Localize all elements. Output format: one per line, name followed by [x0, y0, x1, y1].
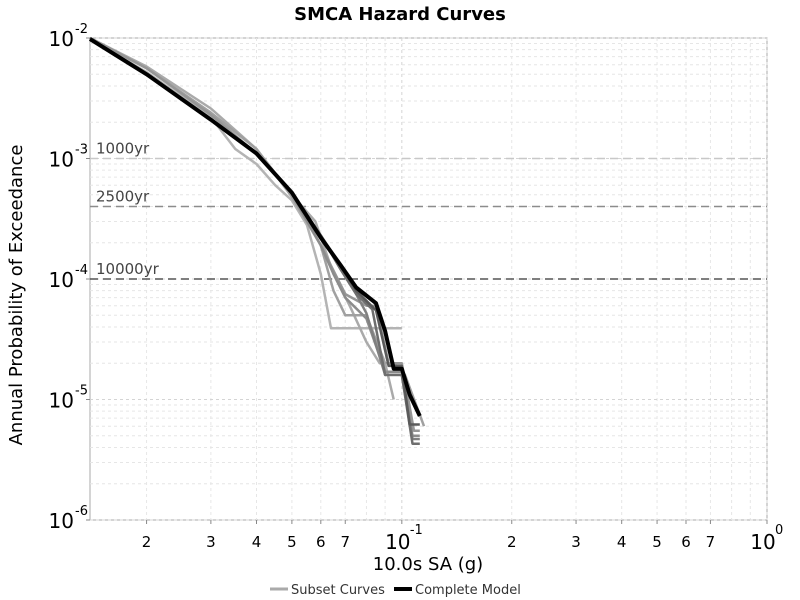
y-tick-label: 10: [49, 509, 74, 533]
y-tick-exponent: -2: [75, 22, 88, 37]
x-tick-label: 6: [316, 533, 326, 551]
y-axis-label: Annual Probability of Exceedance: [6, 145, 27, 446]
x-tick-exponent: -1: [410, 523, 423, 538]
x-tick-label: 4: [252, 533, 262, 551]
x-tick-label: 2: [507, 533, 517, 551]
reference-lines: 1000yr 2500yr 10000yr: [90, 140, 767, 280]
y-tick-exponent: -6: [75, 504, 88, 519]
x-tick-label: 7: [706, 533, 716, 551]
reference-label: 2500yr: [96, 187, 150, 205]
x-tick-label: 4: [617, 533, 627, 551]
series-complete-model: [88, 37, 422, 417]
legend: Subset Curves Complete Model: [270, 583, 521, 598]
axis-ticks: 2 3 4 5 6 7 10 -12 3 4 5 6 7 10 010 -210 -310 -410 -510 -6: [49, 22, 784, 554]
y-tick-label: 10: [49, 148, 74, 172]
legend-label-subset: Subset Curves: [291, 583, 385, 598]
y-tick-exponent: -3: [75, 143, 88, 158]
y-tick-exponent: -5: [75, 384, 88, 399]
chart-title: SMCA Hazard Curves: [294, 4, 506, 25]
y-tick-label: 10: [49, 389, 74, 413]
y-tick-label: 10: [49, 27, 74, 51]
x-tick-label: 6: [681, 533, 691, 551]
reference-label: 1000yr: [96, 140, 150, 158]
x-tick-label: 2: [142, 533, 152, 551]
x-tick-label: 5: [287, 533, 297, 551]
y-tick-exponent: -4: [75, 263, 88, 278]
x-tick-exponent: 0: [775, 523, 783, 538]
series-group: [88, 36, 426, 445]
y-tick-label: 10: [49, 268, 74, 292]
x-tick-label: 10: [750, 530, 775, 554]
reference-label: 10000yr: [96, 260, 160, 278]
x-tick-label: 7: [340, 533, 350, 551]
legend-label-complete: Complete Model: [415, 583, 521, 598]
x-tick-label: 3: [206, 533, 216, 551]
x-tick-label: 5: [652, 533, 662, 551]
x-tick-label: 10: [385, 530, 410, 554]
x-axis-label: 10.0s SA (g): [373, 554, 483, 575]
series-subset-curve: [89, 36, 420, 433]
x-tick-label: 3: [571, 533, 581, 551]
